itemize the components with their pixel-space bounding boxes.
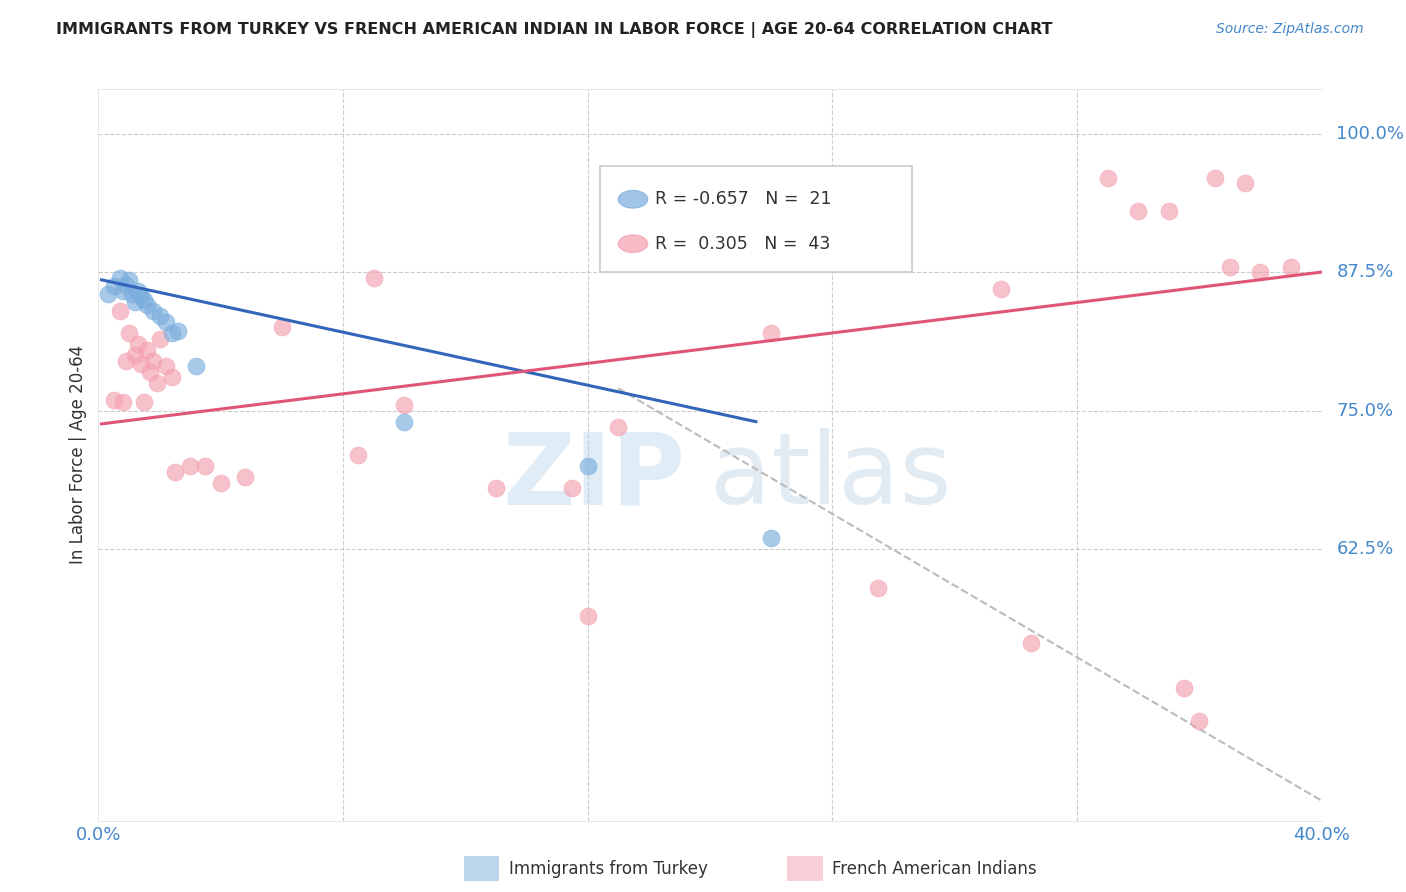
Text: atlas: atlas [710,428,952,525]
Point [868,581,890,595]
Circle shape [619,191,648,208]
Point [155,359,177,374]
Point [1219,260,1241,274]
Point [194,458,217,473]
Point [121,287,143,301]
Point [576,608,599,623]
Point [759,326,782,340]
Point [118,273,141,287]
Point [149,332,172,346]
Point [124,348,146,362]
Point [759,531,782,545]
Point [1204,170,1226,185]
Point [134,394,156,409]
Point [233,470,256,484]
Point [136,298,159,312]
Point [347,448,370,462]
Point [136,343,159,357]
Point [134,293,156,307]
Point [118,326,141,340]
Point [115,353,138,368]
Point [392,415,416,429]
Text: Immigrants from Turkey: Immigrants from Turkey [509,860,707,878]
Point [561,481,583,495]
Point [163,465,186,479]
Text: Source: ZipAtlas.com: Source: ZipAtlas.com [1216,22,1364,37]
Point [103,279,125,293]
Point [160,370,183,384]
Point [576,458,599,473]
Point [145,376,167,390]
Circle shape [619,235,648,252]
Text: R = -0.657   N =  21: R = -0.657 N = 21 [655,190,831,208]
Point [97,287,120,301]
Point [108,270,131,285]
Point [111,394,134,409]
Point [1188,714,1211,728]
Point [129,357,152,371]
FancyBboxPatch shape [600,166,912,272]
Point [485,481,508,495]
Text: IMMIGRANTS FROM TURKEY VS FRENCH AMERICAN INDIAN IN LABOR FORCE | AGE 20-64 CORR: IMMIGRANTS FROM TURKEY VS FRENCH AMERICA… [56,22,1053,38]
Point [111,284,134,298]
Point [1097,170,1119,185]
Point [129,289,152,303]
Point [363,270,385,285]
Point [607,420,630,434]
Point [990,282,1012,296]
Point [209,475,232,490]
Point [155,315,177,329]
Point [124,295,146,310]
Text: 75.0%: 75.0% [1336,401,1393,419]
Point [127,337,149,351]
Text: French American Indians: French American Indians [832,860,1038,878]
Point [1249,265,1271,279]
Point [1019,636,1042,650]
Point [139,365,162,379]
Text: 100.0%: 100.0% [1336,125,1405,143]
Point [167,324,190,338]
Point [1173,681,1195,695]
Y-axis label: In Labor Force | Age 20-64: In Labor Force | Age 20-64 [69,345,87,565]
Text: R =  0.305   N =  43: R = 0.305 N = 43 [655,235,831,252]
Point [392,398,416,412]
Text: 87.5%: 87.5% [1336,263,1393,281]
Point [142,353,165,368]
Text: ZIP: ZIP [503,428,686,525]
Point [1157,204,1180,219]
Point [108,303,131,318]
Point [149,310,172,324]
Point [127,284,149,298]
Point [270,320,292,334]
Point [1279,260,1302,274]
Point [160,326,183,340]
Point [142,303,165,318]
Text: 62.5%: 62.5% [1336,541,1393,558]
Point [179,458,201,473]
Point [1128,204,1150,219]
Point [186,359,208,374]
Point [115,278,138,293]
Point [1234,177,1257,191]
Point [103,392,125,407]
